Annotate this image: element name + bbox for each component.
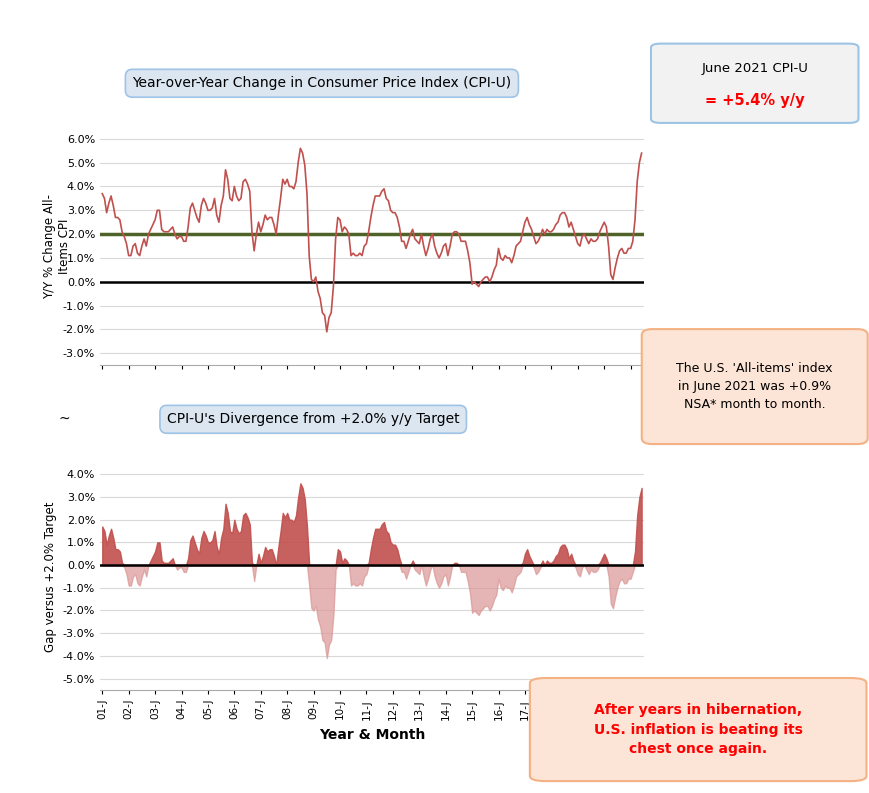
FancyBboxPatch shape: [529, 678, 866, 781]
Text: = +5.4% y/y: = +5.4% y/y: [704, 94, 804, 108]
Text: CPI-U's Divergence from +2.0% y/y Target: CPI-U's Divergence from +2.0% y/y Target: [167, 412, 459, 427]
Text: June 2021 CPI-U: June 2021 CPI-U: [700, 63, 807, 75]
FancyBboxPatch shape: [650, 44, 858, 123]
Text: ~⁠: ~⁠: [59, 412, 71, 427]
X-axis label: Year & Month: Year & Month: [318, 728, 425, 742]
Text: Year-over-Year Change in Consumer Price Index (CPI-U): Year-over-Year Change in Consumer Price …: [132, 76, 511, 90]
Y-axis label: Gap versus +2.0% Target: Gap versus +2.0% Target: [44, 501, 57, 652]
FancyBboxPatch shape: [641, 329, 866, 444]
Text: After years in hibernation,
U.S. inflation is beating its
chest once again.: After years in hibernation, U.S. inflati…: [593, 703, 802, 756]
Text: The U.S. 'All-items' index
in June 2021 was +0.9%
NSA* month to month.: The U.S. 'All-items' index in June 2021 …: [676, 362, 832, 411]
Y-axis label: Y/Y % Change All-
Items CPI: Y/Y % Change All- Items CPI: [43, 193, 71, 298]
